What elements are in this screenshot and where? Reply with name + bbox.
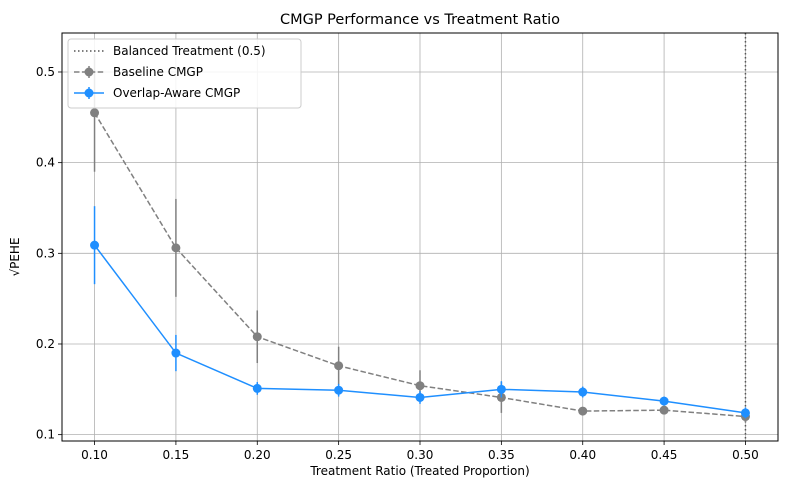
data-point [171,348,181,358]
y-tick-label: 0.3 [36,246,55,260]
y-tick-label: 0.2 [36,337,55,351]
y-axis-ticks: 0.1 0.2 0.3 0.4 0.5 [36,65,62,442]
data-point [415,381,425,391]
legend-label: Baseline CMGP [113,65,203,79]
y-tick-label: 0.1 [36,428,55,442]
legend: Balanced Treatment (0.5) Baseline CMGP Ove… [67,38,302,109]
x-tick-label: 0.30 [407,448,434,462]
data-point [659,405,669,415]
data-point [740,408,750,418]
data-point [578,406,588,416]
x-tick-label: 0.40 [569,448,596,462]
x-tick-label: 0.45 [651,448,678,462]
data-point [334,361,344,371]
legend-box [67,38,302,109]
grid [62,33,778,441]
legend-label: Balanced Treatment (0.5) [113,44,266,58]
data-point [578,387,588,397]
y-axis-label: √PEHE [8,237,22,276]
data-point [252,332,262,342]
x-tick-label: 0.35 [488,448,515,462]
data-point [415,392,425,402]
data-point [90,240,100,250]
data-point [90,108,100,118]
legend-label: Overlap-Aware CMGP [113,86,240,100]
x-tick-label: 0.15 [163,448,190,462]
legend-marker [84,67,94,77]
x-tick-label: 0.25 [325,448,352,462]
x-axis-ticks: 0.10 0.15 0.20 0.25 0.30 0.35 0.40 0.45 0.50 [81,441,759,462]
x-tick-label: 0.50 [732,448,759,462]
x-tick-label: 0.20 [244,448,271,462]
y-tick-label: 0.4 [36,156,55,170]
series-1 [90,206,750,419]
data-point [659,396,669,406]
data-point [252,383,262,393]
data-point [496,384,506,394]
x-axis-label: Treatment Ratio (Treated Proportion) [309,464,529,478]
data-point [171,243,181,253]
chart-title: CMGP Performance vs Treatment Ratio [280,12,560,28]
legend-marker [84,88,94,98]
series-line [93,112,746,418]
y-tick-label: 0.5 [36,65,55,79]
x-tick-label: 0.10 [81,448,108,462]
data-point [334,385,344,395]
